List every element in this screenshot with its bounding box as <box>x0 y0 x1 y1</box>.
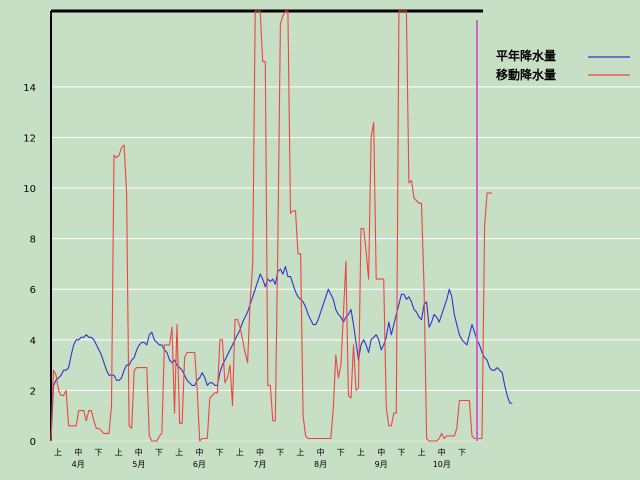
month-label-4: 8月 <box>314 460 327 469</box>
period-tick-6: 上 <box>175 448 183 457</box>
period-tick-7: 中 <box>195 447 203 457</box>
period-tick-1: 中 <box>74 447 82 457</box>
y-tick-8: 8 <box>30 235 36 246</box>
period-tick-15: 上 <box>357 448 365 457</box>
month-label-1: 5月 <box>132 460 145 469</box>
y-tick-14: 14 <box>23 83 36 94</box>
y-tick-2: 2 <box>30 386 36 397</box>
month-label-5: 9月 <box>375 460 388 469</box>
month-label-2: 6月 <box>193 460 206 469</box>
period-tick-17: 下 <box>397 448 405 457</box>
y-tick-6: 6 <box>30 285 36 296</box>
period-tick-14: 下 <box>337 448 345 457</box>
series-line-normal <box>50 265 513 442</box>
series-group <box>50 10 513 442</box>
period-tick-0: 上 <box>54 448 62 457</box>
period-tick-13: 中 <box>317 447 325 457</box>
period-tick-12: 上 <box>296 448 304 457</box>
period-tick-2: 下 <box>94 448 102 457</box>
period-tick-3: 上 <box>115 448 123 457</box>
period-tick-18: 上 <box>418 448 426 457</box>
month-label-3: 7月 <box>253 460 266 469</box>
y-tick-0: 0 <box>30 437 36 448</box>
x-tick-labels: 上 中 下 上 中 下 上 中 下 上 中 下 上 中 下 上 中 下 上 中 下 4月 5月 6月 7月 8月 9月 10月 <box>54 447 466 469</box>
legend: 平年降水量 移動降水量 <box>496 48 630 82</box>
period-tick-19: 中 <box>438 447 446 457</box>
series-line-moving <box>50 10 493 442</box>
legend-label-moving: 移動降水量 <box>496 67 556 82</box>
period-tick-9: 上 <box>236 448 244 457</box>
y-tick-10: 10 <box>23 184 36 195</box>
period-tick-11: 下 <box>276 448 284 457</box>
month-label-0: 4月 <box>72 460 85 469</box>
period-tick-16: 中 <box>377 447 385 457</box>
period-tick-20: 下 <box>458 448 466 457</box>
y-tick-labels: 0 2 4 6 8 10 12 14 <box>23 83 36 448</box>
legend-label-normal: 平年降水量 <box>496 48 556 63</box>
y-tick-4: 4 <box>30 336 36 347</box>
period-tick-4: 中 <box>135 447 143 457</box>
grid-lines <box>51 86 640 391</box>
period-tick-5: 下 <box>155 448 163 457</box>
y-tick-12: 12 <box>23 133 36 144</box>
month-label-6: 10月 <box>433 460 451 469</box>
period-tick-10: 中 <box>256 447 264 457</box>
period-tick-8: 下 <box>216 448 224 457</box>
